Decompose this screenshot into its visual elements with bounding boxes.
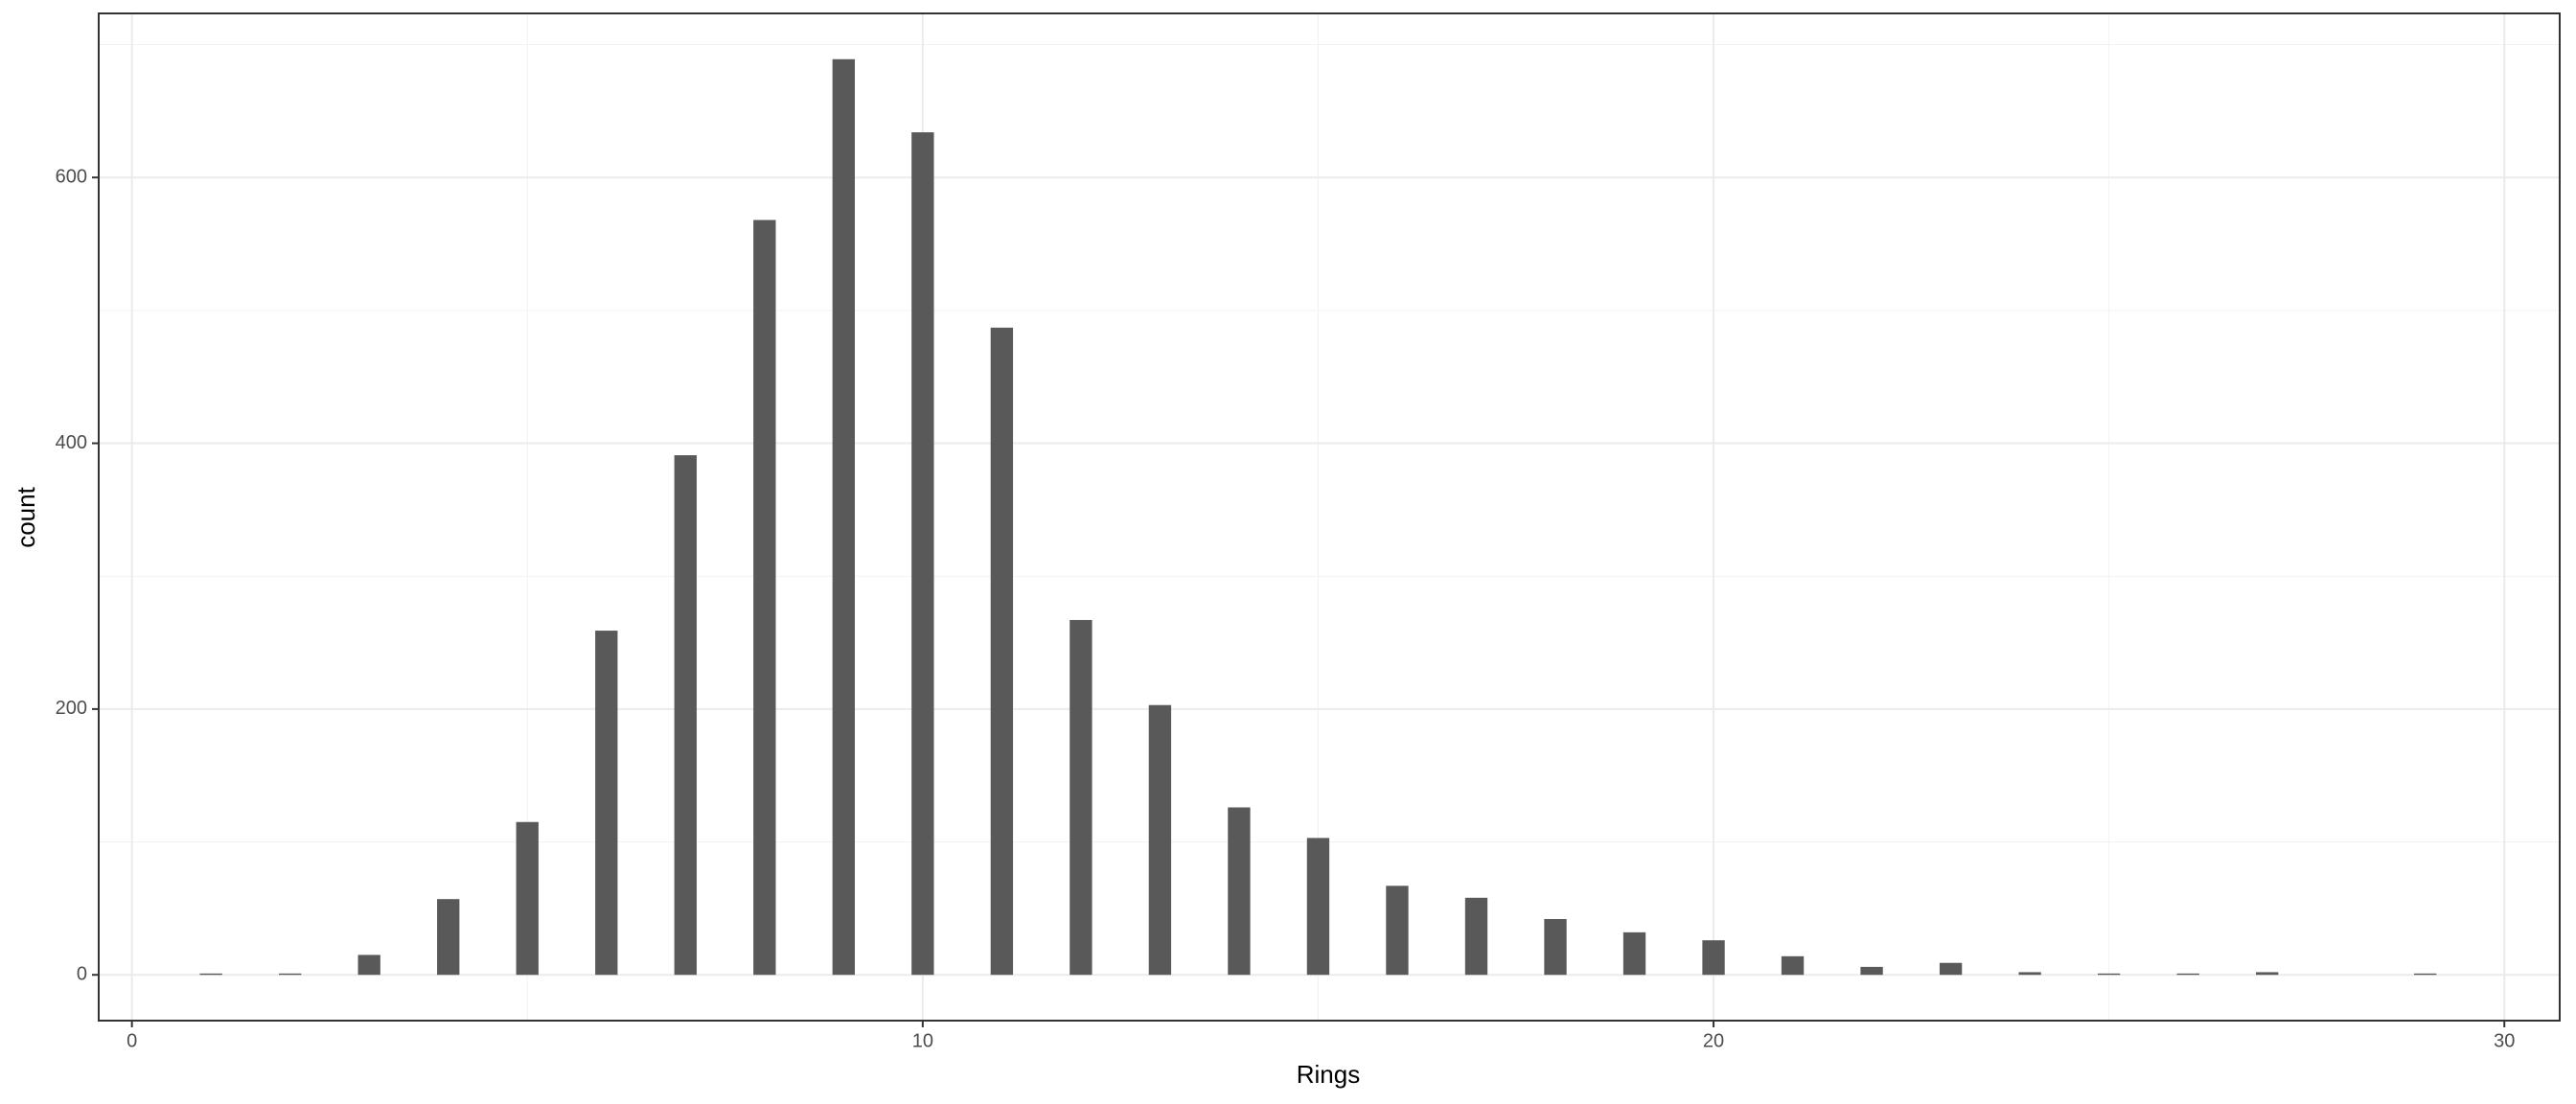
bar [437,899,460,976]
bar [990,327,1014,976]
plot-border [98,12,2561,1022]
y-tick-label: 200 [56,698,87,719]
bar [2256,972,2279,976]
bar [674,455,697,976]
bar [1781,955,1805,976]
bar [1148,704,1172,976]
y-tick-label: 400 [56,432,87,453]
bar [1622,932,1646,976]
bar [2176,973,2199,976]
bar [199,973,222,976]
bar [2097,973,2121,976]
bar [1860,966,1883,976]
bar [1306,838,1330,976]
bar [832,58,855,976]
bar [1544,918,1567,976]
bar [516,821,539,976]
bar [2414,973,2437,976]
x-tick-label: 20 [1703,1030,1724,1051]
x-tick-label: 30 [2494,1030,2515,1051]
y-axis-title: count [12,486,40,547]
bar [595,631,618,976]
x-tick-label: 10 [912,1030,933,1051]
bar [1464,897,1488,976]
bar [357,954,380,976]
x-tick-label: 0 [126,1030,137,1051]
bar [1228,807,1251,976]
bar [911,132,934,976]
x-axis-title: Rings [1297,1060,1360,1089]
bar [1386,886,1409,976]
y-tick-label: 0 [77,964,87,985]
bar [753,219,776,976]
bar [1939,962,1963,976]
bar [1702,940,1725,976]
bar [1070,619,1092,976]
bar [2018,972,2041,976]
y-tick-label: 600 [56,166,87,187]
bar [279,973,302,976]
